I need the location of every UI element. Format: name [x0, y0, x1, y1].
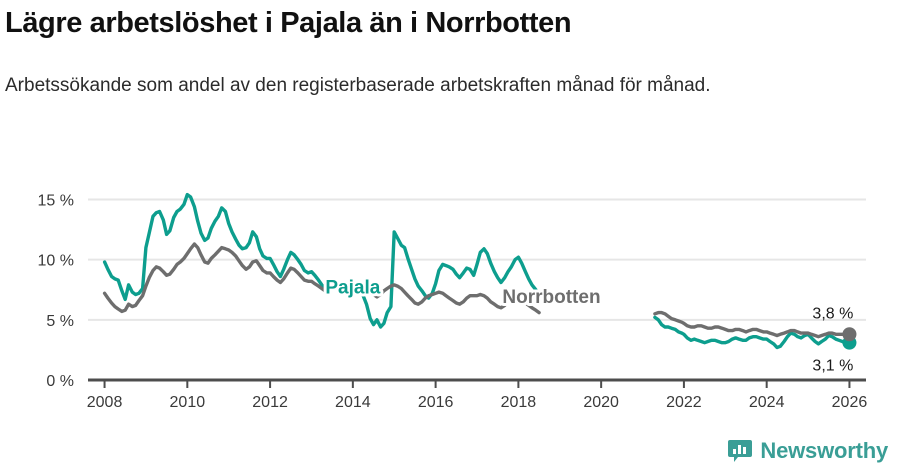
x-tick-label: 2024 [749, 394, 785, 411]
x-tick-label: 2016 [418, 394, 454, 411]
logo-text: Newsworthy [760, 438, 888, 463]
x-tick-label: 2022 [666, 394, 702, 411]
series-label-pajala: Pajala [325, 277, 380, 298]
x-tick-label: 2018 [501, 394, 537, 411]
x-tick-label: 2008 [87, 394, 123, 411]
series-line-norrbotten [102, 242, 852, 339]
endpoint-dot-norrbotten [842, 327, 857, 342]
end-label-norrbotten: 3,8 % [812, 305, 853, 322]
chart-subtitle: Arbetssökande som andel av den registerb… [5, 75, 711, 96]
x-tick-label: 2010 [170, 394, 206, 411]
page-title: Lägre arbetslöshet i Pajala än i Norrbot… [5, 7, 572, 39]
series-label-norrbotten: Norrbotten [502, 287, 600, 308]
end-label-pajala: 3,1 % [812, 358, 853, 375]
y-tick-label: 10 % [38, 253, 74, 270]
y-tick-label: 5 % [46, 313, 74, 330]
y-tick-label: 0 % [46, 373, 74, 390]
x-tick-label: 2026 [832, 394, 868, 411]
series-label-halo: Norrbotten [502, 287, 600, 308]
y-tick-label: 15 % [38, 192, 74, 209]
x-tick-label: 2012 [252, 394, 288, 411]
series-line-pajala [102, 192, 852, 350]
series-lines-group [102, 192, 852, 350]
newsworthy-logo[interactable]: Newsworthy [727, 438, 888, 464]
bar-chart-bubble-icon [728, 440, 753, 462]
y-axis-tick-labels: 0 % 5 % 10 % 15 % [38, 192, 74, 390]
series-endpoint-dots [842, 327, 857, 350]
series-label-halo: Pajala [325, 277, 380, 298]
x-tick-label: 2020 [583, 394, 619, 411]
x-axis-tick-labels: 2008 2010 2012 2014 2016 2018 2020 2022 2024 2026 [87, 394, 868, 411]
x-tick-label: 2014 [335, 394, 371, 411]
end-value-labels: 3,8 % 3,1 % [812, 305, 853, 374]
x-axis-group [88, 378, 866, 388]
